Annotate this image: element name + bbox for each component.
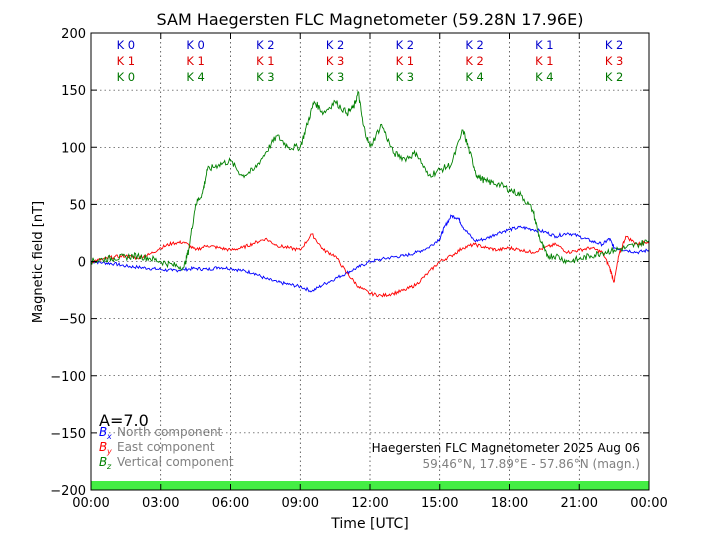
x-axis-label: Time [UTC] [330, 516, 408, 532]
k-index-r3-c2: K 4 [186, 70, 205, 84]
x-tick-label-3: 09:00 [282, 496, 319, 511]
k-index-r1-c4: K 2 [326, 38, 345, 52]
legend-symbol-1: B [99, 425, 107, 439]
station-info-line2: 59.46°N, 17.89°E - 57.86°N (magn.) [423, 457, 640, 471]
series-lines [90, 90, 650, 298]
x-tick-label-0: 00:00 [72, 496, 109, 511]
k-index-r2-c5: K 1 [396, 54, 415, 68]
k-index-r2-c6: K 2 [465, 54, 484, 68]
chart-title: SAM Haegersten FLC Magnetometer (59.28N … [157, 10, 584, 29]
k-index-r3-c7: K 4 [535, 70, 554, 84]
k-index-r1-c5: K 2 [396, 38, 415, 52]
y-tick-label-1: 150 [61, 84, 86, 99]
k-index-r1-c7: K 1 [535, 38, 554, 52]
legend-symbol-2: B [99, 440, 107, 454]
x-tick-label-5: 15:00 [421, 496, 458, 511]
k-index-r2-c1: K 1 [117, 54, 136, 68]
k-index-r1-c8: K 2 [605, 38, 624, 52]
legend-label-3: Vertical component [117, 455, 234, 469]
axis-ticks [90, 32, 650, 491]
k-index-r1-c3: K 2 [256, 38, 275, 52]
k-index-r1-c6: K 2 [465, 38, 484, 52]
legend-label-1: North component [117, 425, 223, 439]
k-index-r3-c6: K 4 [465, 70, 484, 84]
y-tick-label-2: 100 [61, 141, 86, 156]
y-tick-label-5: −50 [59, 313, 86, 328]
k-index-table: K 0 K 0 K 2 K 2 K 2 K 2 K 1 K 2 K 1 K 1 K 1 K 3 K 1 K… [117, 38, 624, 84]
x-tick-label-7: 21:00 [561, 496, 598, 511]
y-tick-label-0: 200 [61, 27, 86, 42]
legend-symbol-3: B [99, 455, 107, 469]
x-tick-label-8: 00:00 [630, 496, 667, 511]
y-tick-label-8: −200 [50, 484, 86, 499]
k-index-r1-c1: K 0 [117, 38, 136, 52]
y-tick-label-4: 0 [78, 256, 86, 271]
k-index-r3-c5: K 3 [396, 70, 415, 84]
k-index-r1-c2: K 0 [186, 38, 205, 52]
k-index-r2-c7: K 1 [535, 54, 554, 68]
station-info-line1: Haegersten FLC Magnetometer 2025 Aug 06 [372, 441, 640, 455]
k-index-r2-c2: K 1 [186, 54, 205, 68]
x-tick-label-2: 06:00 [212, 496, 249, 511]
y-tick-label-6: −100 [50, 370, 86, 385]
legend-subscript-1: x [106, 432, 112, 441]
legend-label-2: East component [117, 440, 215, 454]
legend-subscript-3: z [106, 462, 112, 471]
legend-subscript-2: y [106, 447, 112, 456]
y-tick-label-7: −150 [50, 427, 86, 442]
x-tick-label-4: 12:00 [351, 496, 388, 511]
axis-tick-labels: 00:00 03:00 06:00 09:00 12:00 15:00 18:00 21:00… [50, 27, 667, 511]
k-index-r3-c3: K 3 [256, 70, 275, 84]
series-line-3 [90, 90, 650, 271]
k-index-r3-c8: K 2 [605, 70, 624, 84]
k-index-r2-c8: K 3 [605, 54, 624, 68]
k-index-r3-c1: K 0 [117, 70, 136, 84]
a-index-value: A=7.0 [99, 411, 149, 430]
x-tick-label-1: 03:00 [142, 496, 179, 511]
series-line-2 [90, 233, 650, 298]
x-tick-label-6: 18:00 [491, 496, 528, 511]
k-index-r3-c4: K 3 [326, 70, 345, 84]
y-tick-label-3: 50 [69, 198, 86, 213]
k-index-r2-c3: K 1 [256, 54, 275, 68]
k-index-r2-c4: K 3 [326, 54, 345, 68]
y-axis-label: Magnetic field [nT] [31, 201, 46, 323]
series-line-1 [90, 214, 650, 293]
